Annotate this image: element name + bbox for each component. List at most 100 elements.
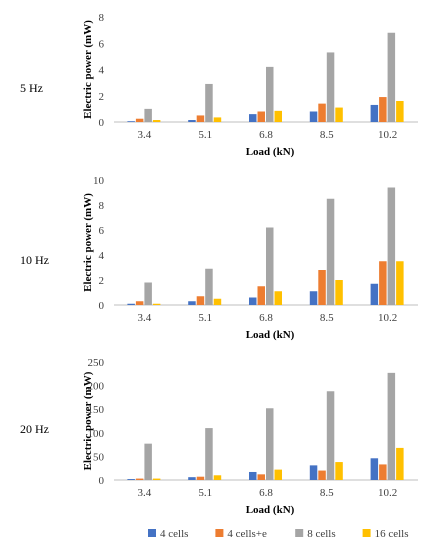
bar — [135, 118, 144, 122]
x-axis-title: Load (kN) — [246, 329, 295, 341]
y-tick-label: 0 — [99, 117, 105, 129]
legend-swatch — [362, 529, 371, 537]
bar — [318, 103, 326, 122]
x-tick-label: 10.2 — [378, 129, 397, 141]
bar — [144, 282, 152, 305]
bar — [396, 447, 404, 480]
bar — [266, 66, 274, 122]
x-tick-label: 5.1 — [198, 129, 212, 141]
x-tick-label: 8.5 — [320, 312, 334, 324]
bar — [152, 303, 161, 305]
legend-item: 4 cells+e — [215, 528, 267, 540]
x-tick-label: 5.1 — [198, 312, 212, 324]
bar — [257, 474, 265, 480]
bar — [196, 476, 205, 480]
bar — [309, 291, 318, 305]
y-tick-label: 6 — [99, 38, 105, 50]
x-tick-label: 6.8 — [259, 487, 273, 499]
panel-label: 20 Hz — [20, 422, 49, 436]
bar — [196, 115, 205, 122]
legend-label: 16 cells — [375, 528, 409, 540]
bar — [127, 303, 135, 305]
bar — [249, 471, 257, 480]
bar — [335, 107, 343, 122]
bar — [326, 198, 335, 305]
y-tick-label: 100 — [88, 428, 105, 440]
y-axis-title: Electric power (mW) — [82, 371, 94, 470]
bar — [144, 108, 152, 122]
bar — [379, 261, 387, 305]
x-tick-label: 3.4 — [138, 487, 152, 499]
bar — [318, 470, 326, 480]
bar — [387, 372, 396, 480]
bar — [127, 121, 135, 122]
x-tick-label: 3.4 — [138, 129, 152, 141]
legend-swatch — [295, 529, 304, 537]
bar — [387, 187, 396, 305]
bar — [205, 268, 213, 305]
bar — [379, 97, 387, 122]
bar — [309, 465, 318, 480]
bar — [326, 52, 335, 122]
x-tick-label: 8.5 — [320, 129, 334, 141]
y-tick-label: 250 — [88, 357, 105, 369]
bar — [274, 110, 282, 122]
bar — [370, 283, 379, 305]
bar — [205, 428, 213, 480]
x-tick-label: 3.4 — [138, 312, 152, 324]
bar — [213, 298, 222, 305]
bar — [335, 280, 343, 305]
y-tick-label: 6 — [99, 225, 105, 237]
bar — [188, 120, 196, 122]
y-tick-label: 2 — [99, 275, 105, 287]
bar — [274, 291, 282, 305]
legend-label: 4 cells+e — [227, 528, 267, 540]
legend-swatch — [215, 529, 224, 537]
panel-label: 5 Hz — [20, 81, 43, 95]
chart-panel-0: 5 Hz Electric power (mW) 0 2 4 6 8 3.4 5.1 6.8 8.5… — [20, 12, 418, 158]
bar — [135, 478, 144, 480]
legend: 4 cells 4 cells+e 8 cells 16 cells — [148, 528, 409, 540]
x-tick-label: 10.2 — [378, 487, 397, 499]
bar — [152, 120, 161, 122]
bar — [370, 458, 379, 480]
y-tick-label: 0 — [99, 300, 105, 312]
bar — [135, 301, 144, 305]
y-tick-label: 4 — [99, 65, 105, 77]
legend-item: 4 cells — [148, 528, 188, 540]
bar — [196, 296, 205, 305]
chart-panel-2: 20 Hz Electric power (mW) 0 50 100 150 200 250 3… — [20, 357, 418, 516]
legend-item: 8 cells — [295, 528, 336, 540]
bar — [213, 117, 222, 122]
bar — [257, 286, 265, 305]
bar — [213, 475, 222, 480]
bar — [127, 479, 135, 480]
bar — [152, 478, 161, 480]
x-tick-label: 6.8 — [259, 129, 273, 141]
bar — [396, 101, 404, 122]
y-tick-label: 2 — [99, 91, 105, 103]
bar — [257, 111, 265, 122]
y-tick-label: 10 — [93, 175, 105, 187]
bar — [379, 464, 387, 480]
legend-swatch — [148, 529, 156, 537]
x-axis-title: Load (kN) — [246, 504, 295, 516]
y-tick-label: 200 — [88, 381, 105, 393]
y-tick-label: 8 — [99, 12, 105, 24]
legend-item: 16 cells — [362, 528, 409, 540]
y-tick-label: 50 — [93, 451, 105, 463]
x-tick-label: 10.2 — [378, 312, 397, 324]
bar — [309, 111, 318, 122]
y-axis-title: Electric power (mW) — [82, 193, 94, 292]
bar — [188, 301, 196, 305]
x-axis-title: Load (kN) — [246, 146, 295, 158]
x-tick-label: 5.1 — [198, 487, 212, 499]
x-tick-label: 8.5 — [320, 487, 334, 499]
y-axis-title: Electric power (mW) — [82, 20, 94, 119]
bar — [318, 270, 326, 305]
bar — [335, 462, 343, 480]
bar — [387, 32, 396, 122]
y-tick-label: 0 — [99, 475, 105, 487]
bar — [144, 443, 152, 480]
